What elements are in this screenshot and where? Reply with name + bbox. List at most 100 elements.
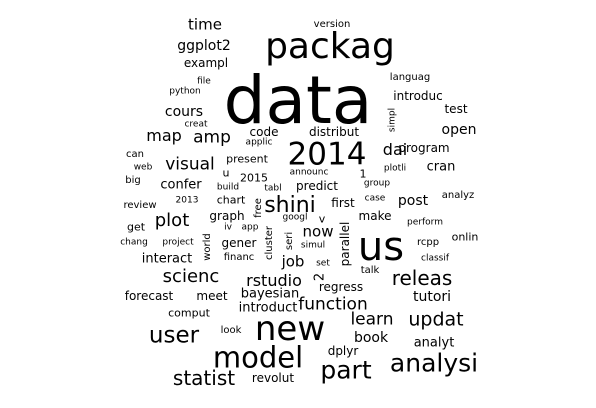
- word: 1: [359, 167, 367, 181]
- word: simpl: [387, 107, 398, 133]
- word: dai: [382, 140, 408, 159]
- word[interactable]: program: [398, 141, 450, 155]
- word: map: [146, 126, 182, 145]
- word: web: [133, 162, 153, 173]
- word: new: [254, 309, 326, 349]
- word: iv: [224, 222, 232, 233]
- word: book: [353, 330, 389, 346]
- word: 2014: [287, 136, 367, 173]
- word: free: [253, 198, 264, 218]
- word: build: [216, 182, 240, 193]
- word: talk: [360, 265, 380, 276]
- word: test: [444, 102, 468, 116]
- word: rstudio: [246, 271, 302, 290]
- word: data: [223, 62, 373, 139]
- word: regress: [318, 280, 364, 294]
- word: learn: [350, 309, 394, 330]
- word: model: [212, 340, 304, 375]
- word: review: [123, 200, 157, 211]
- word: now: [302, 222, 334, 241]
- word: visual: [165, 154, 215, 175]
- word: interact: [141, 251, 193, 267]
- word: updat: [408, 308, 464, 331]
- word: introduct: [238, 300, 298, 316]
- word: us: [357, 224, 405, 270]
- word: confer: [160, 177, 202, 193]
- word: announc: [289, 167, 329, 178]
- word: introduc: [393, 89, 443, 103]
- word: 2013: [175, 195, 199, 206]
- word: chang: [120, 237, 148, 248]
- word: plot: [154, 210, 190, 231]
- word: world: [202, 233, 213, 261]
- word: classif: [420, 253, 450, 264]
- word: can: [126, 149, 144, 160]
- word: rcpp: [416, 237, 440, 248]
- word: v: [318, 212, 326, 226]
- word: googl: [282, 212, 308, 223]
- word: analysi: [389, 348, 479, 378]
- word: amp: [193, 127, 231, 148]
- word: dplyr: [327, 344, 359, 358]
- word: first: [331, 196, 355, 210]
- word: u: [222, 166, 230, 180]
- word: cours: [164, 104, 204, 120]
- word: predict: [296, 179, 338, 193]
- word: creat: [184, 119, 208, 130]
- word: post: [397, 193, 429, 209]
- word: languag: [389, 72, 431, 83]
- word: code: [249, 125, 279, 139]
- word: big: [125, 175, 141, 186]
- word: forecast: [124, 289, 174, 303]
- word: tutori: [412, 289, 452, 305]
- word: analyz: [441, 190, 475, 201]
- word: distribut: [308, 125, 360, 139]
- word: version: [313, 19, 351, 30]
- word: simul: [300, 240, 326, 251]
- word: revolut: [251, 371, 295, 385]
- word: perform: [407, 217, 443, 228]
- word: app: [241, 222, 259, 233]
- word: case: [364, 193, 386, 204]
- word: 2: [312, 272, 328, 282]
- word: statist: [172, 366, 236, 390]
- word: scienc: [162, 266, 220, 287]
- word: user: [148, 322, 200, 349]
- word: shini: [264, 193, 316, 218]
- word: seri: [284, 231, 295, 251]
- word: job: [281, 252, 305, 271]
- word: releas: [391, 266, 453, 290]
- word: set: [316, 258, 330, 269]
- word: open: [441, 122, 477, 138]
- word: comput: [168, 306, 210, 320]
- word: financ: [223, 252, 255, 263]
- word: exampl: [183, 56, 229, 70]
- word: 2015: [240, 171, 268, 185]
- word: ggplot2: [177, 38, 231, 54]
- word[interactable]: cran: [426, 159, 456, 175]
- word: present: [226, 152, 268, 166]
- word: get: [126, 220, 146, 234]
- word: group: [363, 178, 391, 189]
- word: onlin: [451, 230, 479, 244]
- word: packag: [265, 26, 395, 67]
- word: analyt: [413, 335, 455, 351]
- word: bayesian: [240, 286, 300, 302]
- word: file: [197, 76, 211, 87]
- word: project: [162, 237, 194, 248]
- word: plotli: [383, 163, 407, 174]
- word: gener: [221, 236, 257, 250]
- word: applic: [245, 137, 273, 148]
- word: graph: [209, 209, 245, 223]
- word: parallel: [338, 221, 352, 267]
- word: python: [169, 86, 201, 97]
- word: time: [188, 15, 222, 34]
- word: function: [298, 294, 368, 315]
- word: tabl: [264, 183, 282, 194]
- word: chart: [216, 193, 246, 207]
- word: cluster: [264, 225, 275, 261]
- word: make: [358, 209, 392, 223]
- word: meet: [196, 289, 228, 303]
- word: look: [220, 325, 242, 336]
